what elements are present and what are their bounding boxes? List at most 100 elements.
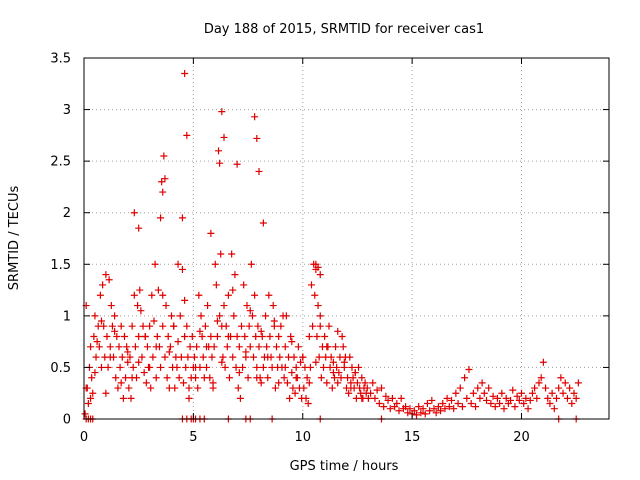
data-point — [243, 302, 251, 310]
data-point — [500, 405, 508, 413]
y-axis-ticks: 0 0.5 1 1.5 2 2.5 3 3.5 — [50, 52, 609, 428]
data-point — [329, 358, 337, 366]
data-point — [450, 405, 458, 413]
data-point — [526, 396, 534, 404]
data-point — [130, 291, 138, 299]
data-point — [316, 271, 324, 279]
data-point — [223, 343, 231, 351]
data-point — [216, 159, 224, 167]
data-point — [231, 271, 239, 279]
data-point — [245, 322, 253, 330]
data-point — [111, 312, 119, 320]
data-point — [175, 374, 183, 382]
data-point — [410, 407, 418, 415]
y-tick-label: 1 — [63, 309, 71, 324]
data-point — [246, 307, 254, 315]
data-point — [192, 374, 200, 382]
data-point — [233, 332, 241, 340]
data-point — [160, 152, 168, 160]
data-point — [340, 358, 348, 366]
x-axis-ticks: 0 5 10 15 20 — [80, 58, 530, 445]
data-point — [572, 394, 580, 402]
data-point — [150, 317, 158, 325]
data-point — [183, 131, 191, 139]
data-point — [87, 394, 95, 402]
data-point — [283, 379, 291, 387]
data-point — [228, 250, 236, 258]
data-point — [317, 374, 325, 382]
data-point — [454, 400, 462, 408]
data-point — [206, 374, 214, 382]
data-point — [456, 384, 464, 392]
data-point — [215, 147, 223, 155]
data-point — [544, 394, 552, 402]
data-point — [91, 369, 99, 377]
data-point — [244, 374, 252, 382]
data-point — [203, 363, 210, 371]
data-point — [373, 386, 381, 394]
data-point — [358, 374, 366, 382]
data-point — [117, 379, 125, 387]
data-point — [421, 410, 429, 418]
data-point — [111, 327, 119, 335]
data-point — [432, 409, 440, 417]
data-point — [269, 302, 277, 310]
data-point — [152, 343, 160, 351]
data-point — [195, 291, 203, 299]
data-point — [270, 317, 278, 325]
data-point — [149, 353, 157, 361]
data-point — [386, 405, 394, 413]
data-point — [230, 312, 238, 320]
data-point — [198, 332, 206, 340]
data-point — [259, 219, 267, 227]
data-point — [282, 312, 290, 320]
data-point — [522, 394, 530, 402]
data-point — [338, 332, 346, 340]
data-point — [199, 353, 207, 361]
data-point — [339, 343, 347, 351]
data-point — [417, 409, 425, 417]
x-tick-label: 0 — [80, 430, 88, 445]
data-point — [297, 358, 305, 366]
data-point — [458, 403, 466, 411]
data-point — [553, 394, 560, 402]
data-point — [367, 389, 375, 397]
data-point — [225, 374, 233, 382]
data-point — [537, 374, 545, 382]
plot-frame — [83, 57, 610, 420]
data-point — [333, 363, 341, 371]
data-point — [469, 389, 477, 397]
data-point — [224, 332, 232, 340]
data-point — [106, 343, 114, 351]
data-point — [311, 291, 319, 299]
plot-border — [83, 57, 610, 420]
data-point — [423, 400, 431, 408]
data-point — [153, 332, 161, 340]
data-point — [103, 332, 111, 340]
data-point — [131, 343, 139, 351]
data-point — [347, 384, 355, 392]
data-point — [277, 322, 285, 330]
data-point — [316, 312, 324, 320]
data-point — [142, 379, 150, 387]
data-point — [491, 403, 499, 411]
data-point — [135, 224, 143, 232]
data-point — [98, 363, 105, 371]
data-point — [95, 343, 103, 351]
data-point — [561, 379, 569, 387]
data-point — [181, 69, 189, 77]
data-point — [437, 407, 445, 415]
y-tick-label: 3 — [63, 103, 71, 118]
data-point — [114, 384, 122, 392]
data-point — [104, 363, 112, 371]
data-point — [236, 394, 244, 402]
data-point — [185, 394, 193, 402]
data-point — [122, 374, 130, 382]
data-point — [380, 403, 388, 411]
data-point — [255, 167, 263, 175]
data-point — [257, 327, 265, 335]
data-point — [146, 322, 154, 330]
data-point — [130, 209, 138, 217]
data-point — [176, 312, 184, 320]
data-point — [96, 291, 104, 299]
